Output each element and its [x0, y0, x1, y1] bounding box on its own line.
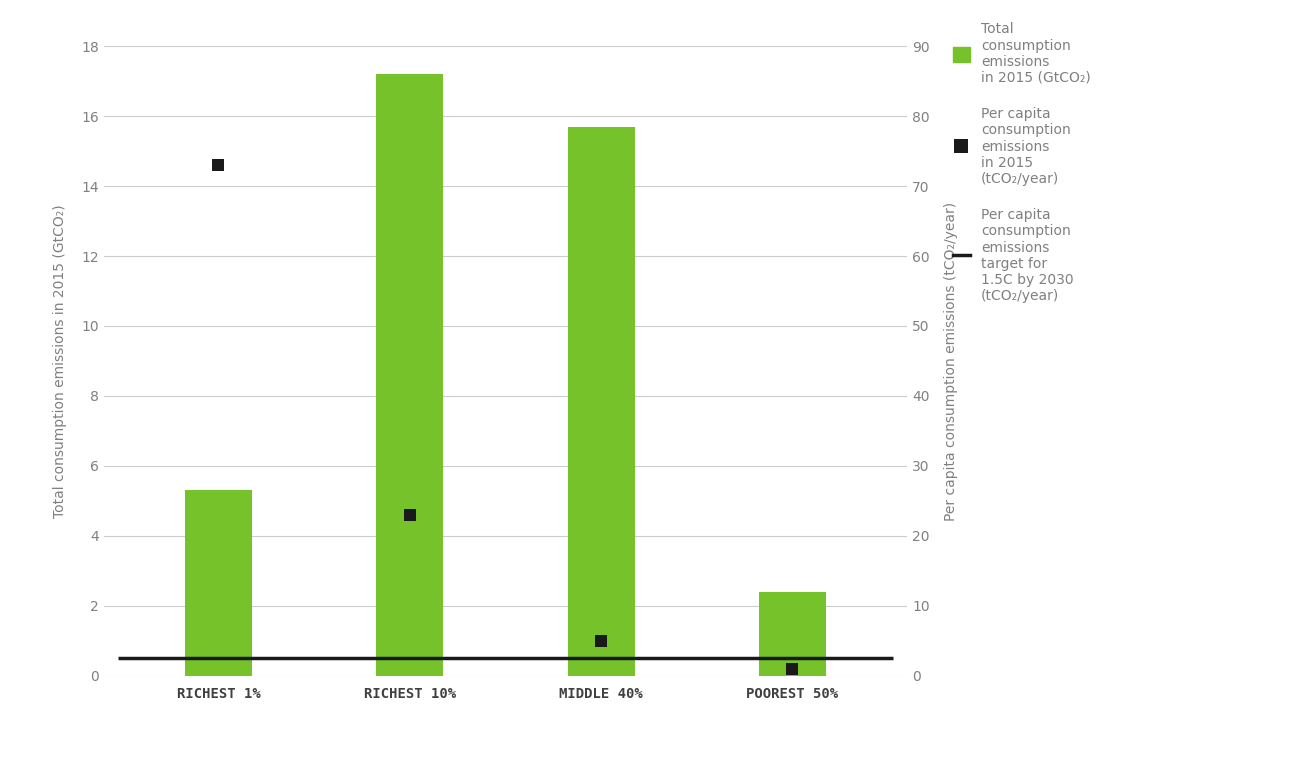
Bar [185, 491, 251, 676]
Bar [568, 127, 635, 676]
Y-axis label: Per capita consumption emissions (tCO₂/year): Per capita consumption emissions (tCO₂/y… [943, 201, 958, 521]
Bar [376, 74, 443, 676]
Bar [759, 592, 826, 676]
Y-axis label: Total consumption emissions in 2015 (GtCO₂): Total consumption emissions in 2015 (GtC… [53, 204, 67, 518]
Legend: Total
consumption
emissions
in 2015 (GtCO₂), Per capita
consumption
emissions
in: Total consumption emissions in 2015 (GtC… [953, 22, 1090, 303]
